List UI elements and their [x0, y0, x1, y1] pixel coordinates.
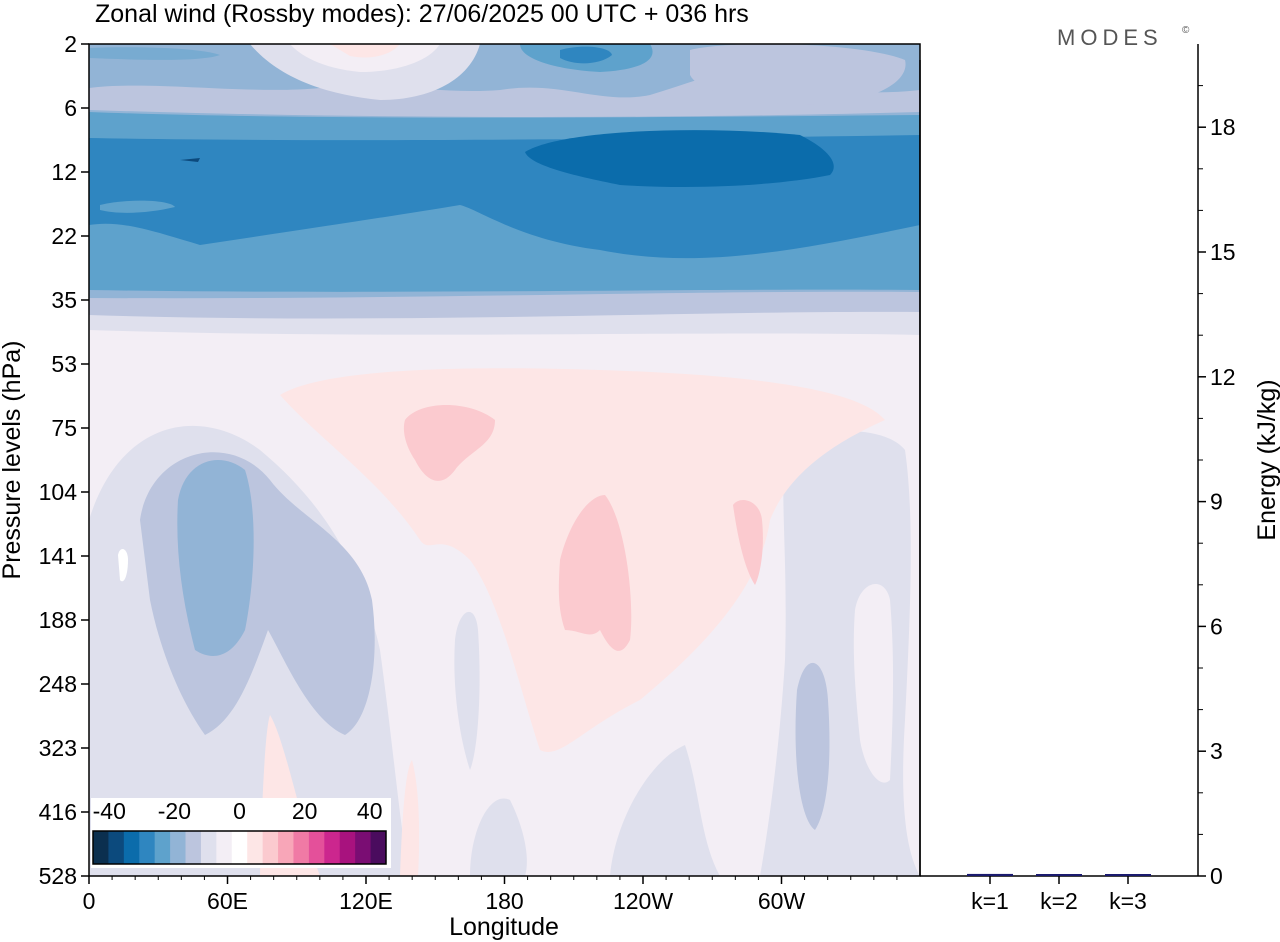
colorbar-swatch [339, 831, 356, 864]
colorbar-swatch [200, 831, 217, 864]
y-tick-label: 141 [39, 543, 77, 569]
logo-mark: © [1182, 25, 1190, 36]
contour-band [558, 495, 632, 651]
x-tick-label: 0 [83, 888, 96, 914]
colorbar-tick-label: -20 [158, 798, 191, 824]
energy-bar [1105, 874, 1151, 876]
y-tick-label: 22 [51, 223, 77, 249]
colorbar-tick-label: -40 [93, 798, 126, 824]
x-tick-label: 120E [339, 888, 393, 914]
contour-band [853, 583, 894, 783]
colorbar-swatch [247, 831, 264, 864]
contour-band [290, 44, 440, 72]
contour-band [470, 798, 527, 876]
energy-tick-label: 12 [1210, 364, 1236, 390]
colorbar-swatch [262, 831, 279, 864]
energy-axis: 0 3 6 9 12 15 18 [1198, 85, 1236, 889]
colorbar [92, 830, 387, 865]
y-tick-label: 416 [39, 799, 77, 825]
y-tick-label: 35 [51, 287, 77, 313]
y-axis: 2 6 12 22 35 53 75 104 141 188 248 323 416 528 [39, 31, 89, 889]
energy-tick-label: 6 [1210, 613, 1223, 639]
energy-tick-label: 3 [1210, 738, 1223, 764]
energy-tick-label: 0 [1210, 863, 1223, 889]
x-tick-label: 120W [613, 888, 673, 914]
y-tick-label: 528 [39, 863, 77, 889]
energy-bar [1036, 874, 1082, 876]
contour-band [733, 500, 763, 585]
x-tick-label: 60W [758, 888, 806, 914]
colorbar-ticks: -40 -20 0 20 40 [93, 798, 383, 824]
energy-bar [967, 873, 1013, 876]
colorbar-swatch [355, 831, 372, 864]
colorbar-swatch [170, 831, 187, 864]
y-tick-label: 323 [39, 735, 77, 761]
y-tick-label: 6 [64, 95, 77, 121]
energy-bars: k=1 k=2 k=3 [967, 873, 1151, 914]
wind-field [89, 44, 920, 876]
bar-category-label: k=2 [1040, 888, 1078, 914]
contour-band [610, 745, 720, 876]
colorbar-swatch [108, 831, 125, 864]
y-tick-label: 248 [39, 671, 77, 697]
bar-category-label: k=1 [971, 888, 1009, 914]
colorbar-swatch [216, 831, 233, 864]
colorbar-swatch [324, 831, 341, 864]
y-tick-label: 12 [51, 159, 77, 185]
energy-tick-label: 9 [1210, 489, 1223, 515]
colorbar-frame [92, 830, 387, 865]
contour-band [90, 47, 220, 60]
bar-category-label: k=3 [1109, 888, 1147, 914]
energy-axis-label: Energy (kJ/kg) [1253, 379, 1280, 540]
colorbar-tick-label: 40 [357, 798, 383, 824]
x-tick-label: 180 [485, 888, 523, 914]
x-axis-label: Longitude [449, 913, 559, 941]
colorbar-tick-label: 0 [233, 798, 246, 824]
contour-band [330, 44, 400, 58]
colorbar-swatch [231, 831, 248, 864]
y-tick-label: 2 [64, 31, 77, 57]
energy-tick-label: 18 [1210, 114, 1236, 140]
contour-band [177, 460, 254, 656]
energy-tick-label: 15 [1210, 239, 1236, 265]
y-tick-label: 75 [51, 415, 77, 441]
contour-band [89, 57, 210, 79]
modes-logo: MODES [1057, 25, 1163, 50]
colorbar-swatch [293, 831, 310, 864]
colorbar-swatch [308, 831, 325, 864]
contour-band [454, 611, 480, 770]
contour-band [400, 760, 420, 876]
colorbar-swatch [278, 831, 294, 864]
colorbar-swatch [139, 831, 156, 864]
x-axis: 0 60E 120E 180 120W 60W [83, 876, 898, 914]
contour-band [525, 130, 834, 187]
contour-band [560, 46, 612, 64]
colorbar-swatch [123, 831, 140, 864]
y-tick-label: 53 [51, 351, 77, 377]
contour-band [118, 548, 128, 582]
colorbar-swatch [154, 831, 171, 864]
colorbar-swatch [185, 831, 202, 864]
chart-title: Zonal wind (Rossby modes): 27/06/2025 00… [95, 0, 749, 28]
y-tick-label: 104 [39, 479, 78, 505]
contour-band [403, 405, 495, 481]
contour-band [690, 44, 906, 105]
colorbar-tick-label: 20 [292, 798, 318, 824]
y-tick-label: 188 [39, 607, 77, 633]
y-axis-label: Pressure levels (hPa) [0, 341, 26, 580]
contour-band [100, 200, 175, 213]
contour-band [795, 662, 830, 830]
contour-band [180, 158, 200, 162]
colorbar-swatch [370, 831, 387, 864]
x-tick-label: 60E [207, 888, 248, 914]
colorbar-swatch [93, 831, 109, 864]
